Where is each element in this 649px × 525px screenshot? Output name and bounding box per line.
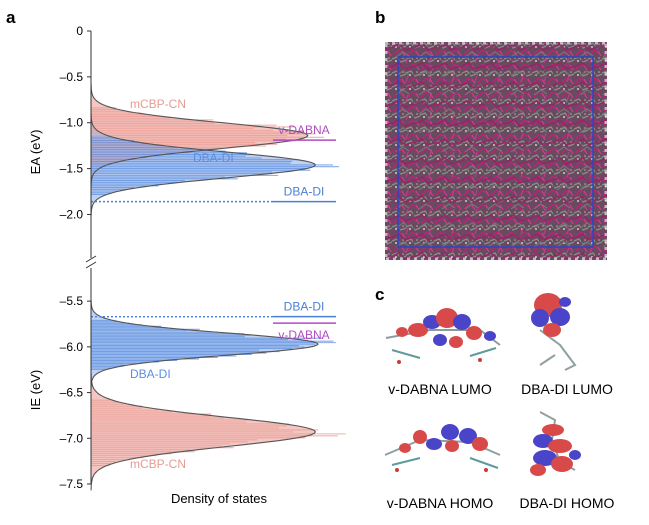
dos-fit-curve-0-1 xyxy=(90,113,317,217)
axis-break-mark-2 xyxy=(85,261,97,269)
panel-label-a: a xyxy=(6,8,16,27)
y-tick-label-1-4: –7.5 xyxy=(60,477,84,491)
y-tick-label-1-0: –5.5 xyxy=(60,294,84,308)
series-label-1-0: DBA-DI xyxy=(130,367,171,381)
y-tick-label-0-4: –2.0 xyxy=(60,207,84,221)
panel-label-c: c xyxy=(375,285,384,304)
dos-fit-curve-1-1 xyxy=(90,373,317,491)
y-tick-label-0-3: –1.5 xyxy=(60,162,84,176)
simulation-box-image xyxy=(382,39,610,263)
y-tick-label-0-0: 0 xyxy=(76,24,83,38)
axis-break-mark-1 xyxy=(85,255,97,263)
level-label-1-1: v-DABNA xyxy=(278,328,329,342)
orbital-label-dbadi-homo: DBA-DI HOMO xyxy=(520,495,615,511)
orbital-label-dbadi-lumo: DBA-DI LUMO xyxy=(521,381,613,397)
series-labels: mCBP-CN DBA-DI DBA-DI mCBP-CN xyxy=(130,97,234,471)
dos-fit-curve-1-0 xyxy=(90,300,319,388)
y-tick-label-1-1: –6.0 xyxy=(60,340,84,354)
level-label-0-0: v-DABNA xyxy=(278,123,329,137)
vdabna-lumo-image xyxy=(385,308,501,364)
y-ticks: 0 –0.5 –1.0 –1.5 –2.0 –5.5 –6.0 –6.5 –7.0 –7.5 xyxy=(60,24,91,491)
dbadi-homo-image xyxy=(530,411,581,476)
vdabna-homo-image xyxy=(384,424,501,472)
periodic-box-outline xyxy=(397,56,594,248)
y-tick-label-0-2: –1.0 xyxy=(60,116,84,130)
level-label-0-1: DBA-DI xyxy=(284,185,325,199)
orbital-label-vdabna-lumo: v-DABNA LUMO xyxy=(388,381,492,397)
level-label-1-0: DBA-DI xyxy=(284,300,325,314)
orbital-label-vdabna-homo: v-DABNA HOMO xyxy=(387,495,494,511)
dos-fit-curves xyxy=(90,84,319,491)
x-axis-label: Density of states xyxy=(171,491,268,506)
y-axis-label-ea: EA (eV) xyxy=(28,130,43,175)
panel-label-b: b xyxy=(375,8,385,27)
y-tick-label-0-1: –0.5 xyxy=(60,70,84,84)
y-tick-label-1-3: –7.0 xyxy=(60,431,84,445)
dbadi-lumo-image xyxy=(531,293,577,371)
dos-chart: v-DABNA DBA-DI DBA-DI v-DABNA 0 –0.5 –1.0 –1.5… xyxy=(28,24,346,506)
series-label-0-0: mCBP-CN xyxy=(130,97,186,111)
dos-histogram-lines xyxy=(91,107,346,467)
energy-levels: v-DABNA DBA-DI DBA-DI v-DABNA xyxy=(91,123,336,342)
series-label-1-1: mCBP-CN xyxy=(130,457,186,471)
orbital-images: v-DABNA LUMO DBA-DI LUMO v-DABNA HOMO DB… xyxy=(384,293,615,511)
series-label-0-1: DBA-DI xyxy=(193,151,234,165)
y-tick-label-1-2: –6.5 xyxy=(60,386,84,400)
y-axis-label-ie: IE (eV) xyxy=(28,370,43,410)
dos-fit-curve-0-0 xyxy=(90,84,309,187)
axes xyxy=(85,31,97,484)
